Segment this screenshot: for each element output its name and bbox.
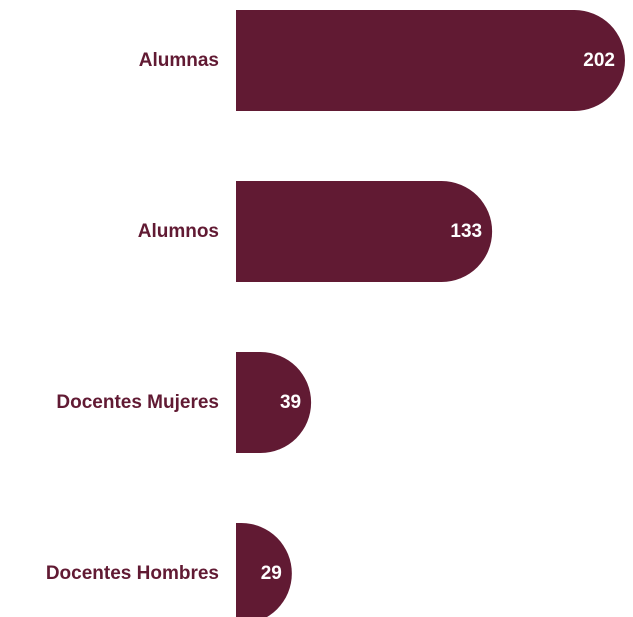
category-label-alumnas: Alumnas [139,50,219,71]
category-label-docentes-mujeres: Docentes Mujeres [56,392,219,413]
value-label-docentes-mujeres: 39 [280,392,301,413]
bar-alumnos [236,181,493,282]
value-label-alumnos: 133 [450,221,482,242]
bar-docentes-mujeres [236,352,312,453]
category-label-docentes-hombres: Docentes Hombres [46,563,219,584]
value-label-alumnas: 202 [583,50,615,71]
bar-docentes-hombres [236,523,292,617]
value-label-docentes-hombres: 29 [261,563,282,584]
bar-alumnas [236,10,625,111]
category-label-alumnos: Alumnos [138,221,219,242]
